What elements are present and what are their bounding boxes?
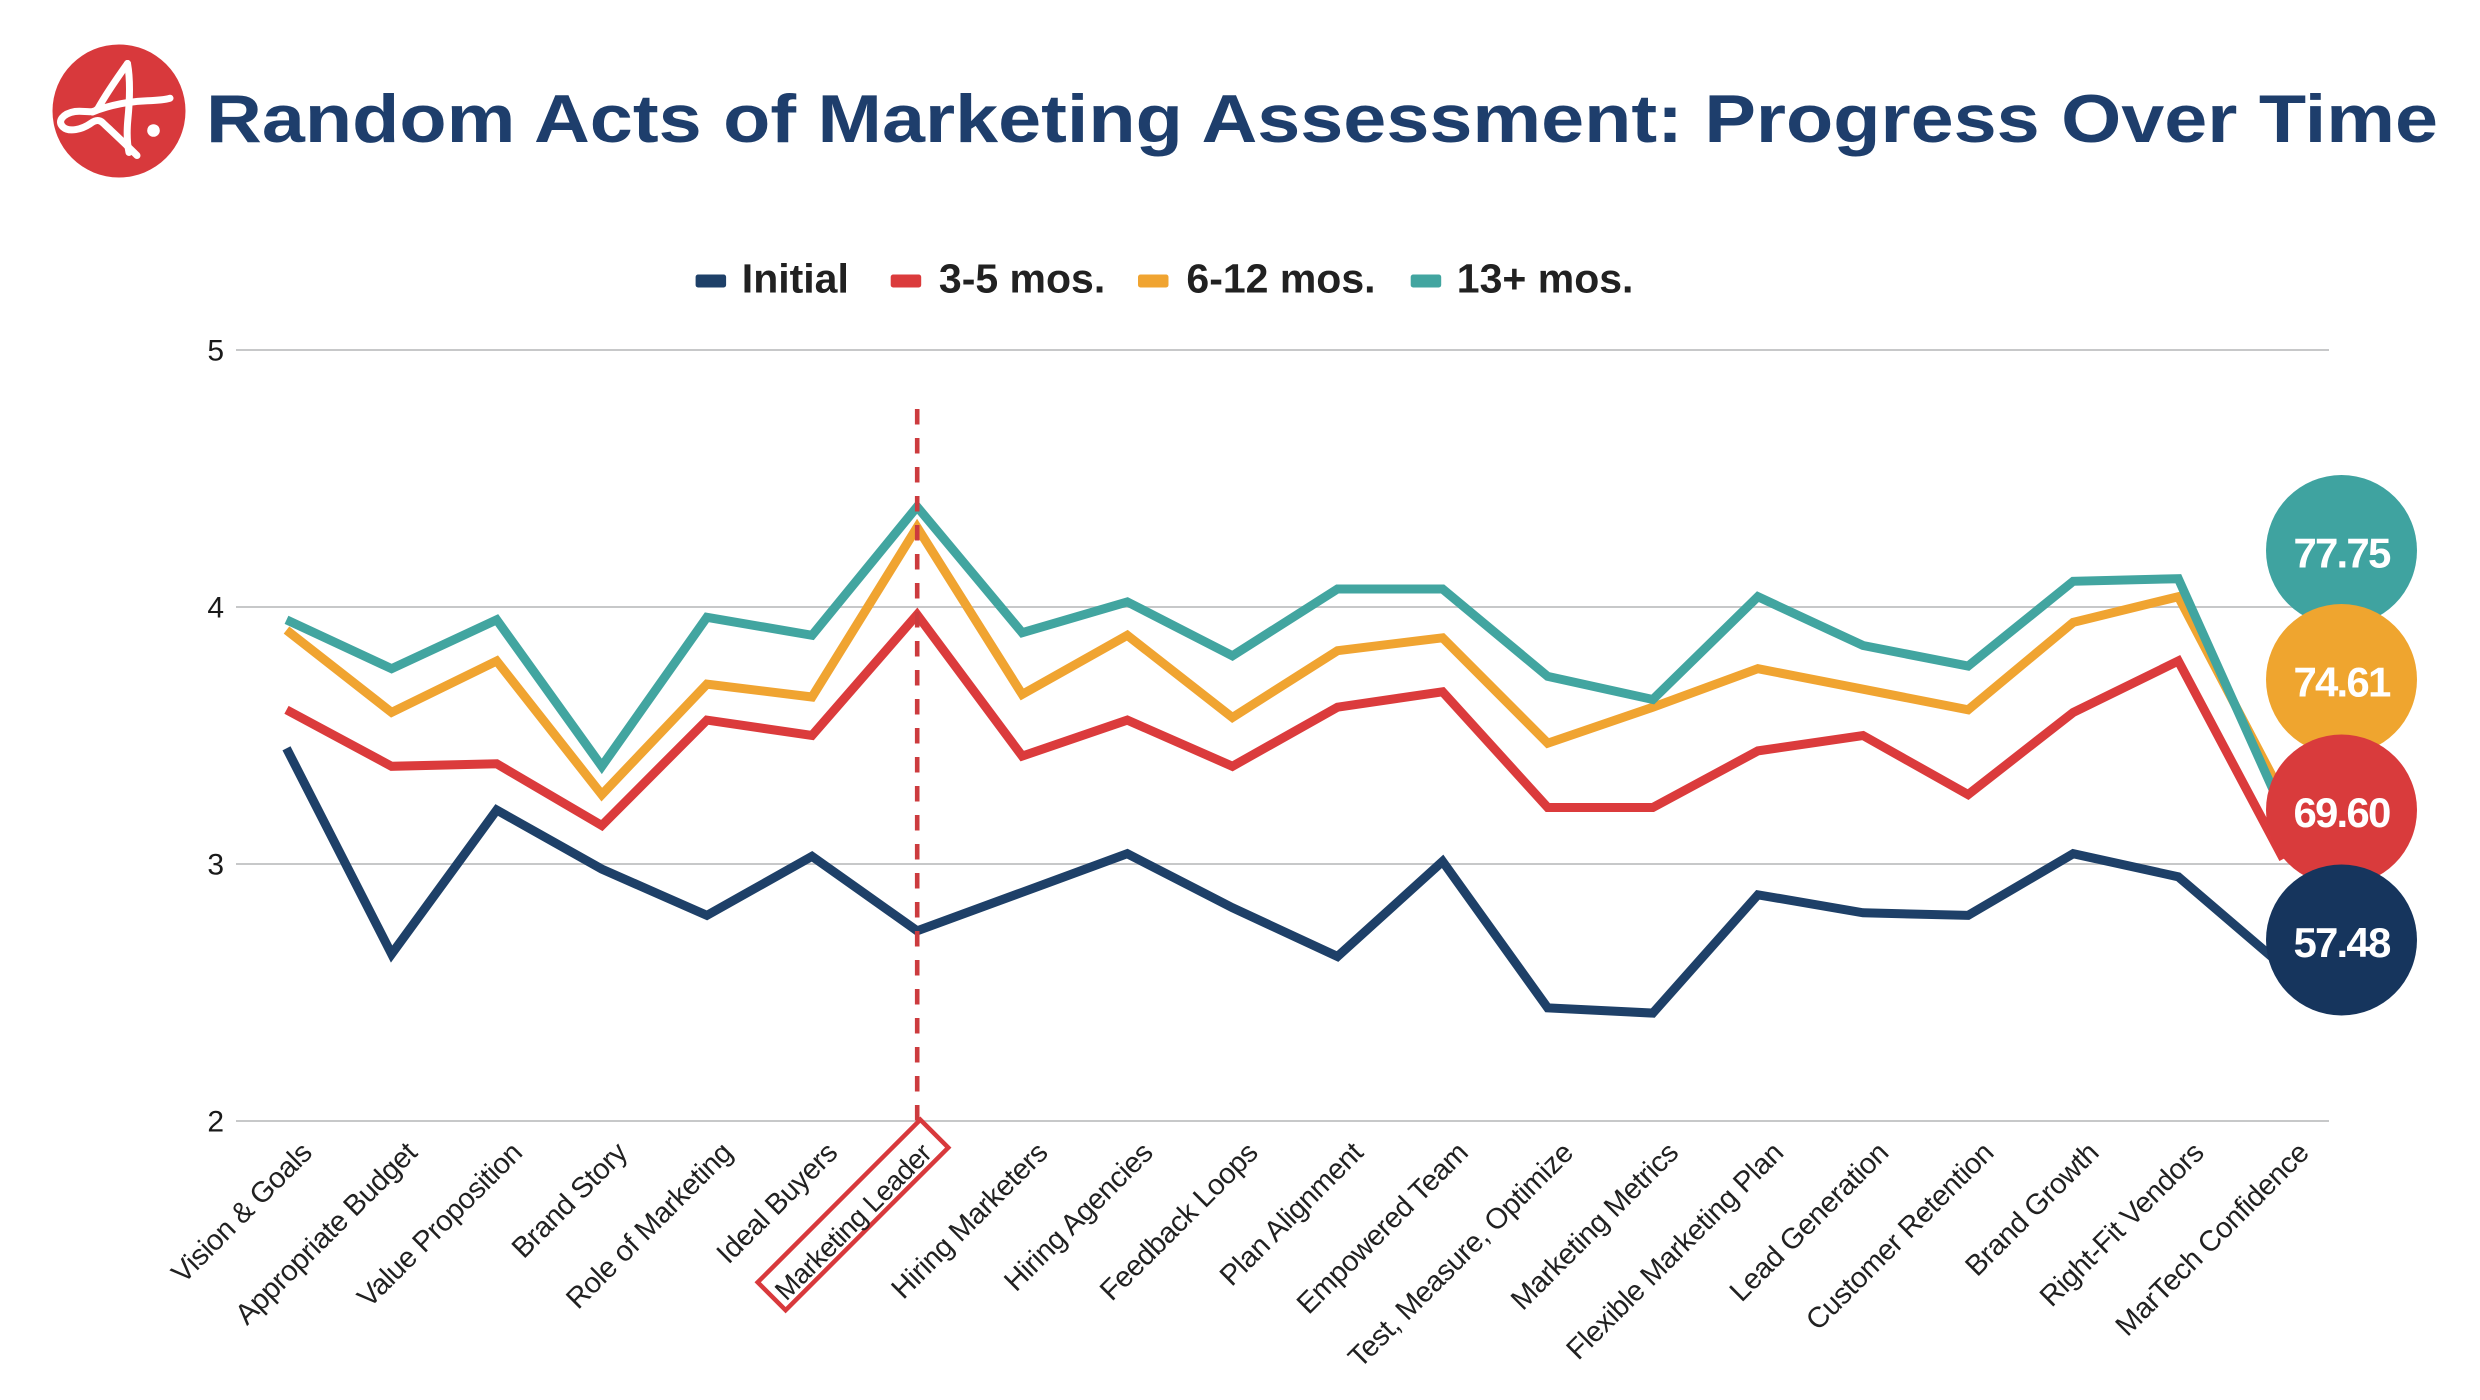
svg-text:Random Acts of Marketing Asses: Random Acts of Marketing Assessment: Pro… xyxy=(206,81,2438,157)
svg-text:Initial: Initial xyxy=(742,256,849,302)
svg-text:3: 3 xyxy=(207,849,224,882)
svg-text:13+ mos.: 13+ mos. xyxy=(1457,256,1634,302)
svg-text:3-5 mos.: 3-5 mos. xyxy=(939,256,1105,302)
svg-text:6-12 mos.: 6-12 mos. xyxy=(1186,256,1375,302)
svg-text:77.75: 77.75 xyxy=(2293,530,2391,577)
svg-text:4: 4 xyxy=(207,592,224,625)
svg-text:74.61: 74.61 xyxy=(2293,659,2391,706)
svg-text:57.48: 57.48 xyxy=(2293,919,2391,966)
svg-text:69.60: 69.60 xyxy=(2293,789,2390,836)
svg-text:5: 5 xyxy=(207,335,224,368)
svg-text:2: 2 xyxy=(207,1106,224,1139)
